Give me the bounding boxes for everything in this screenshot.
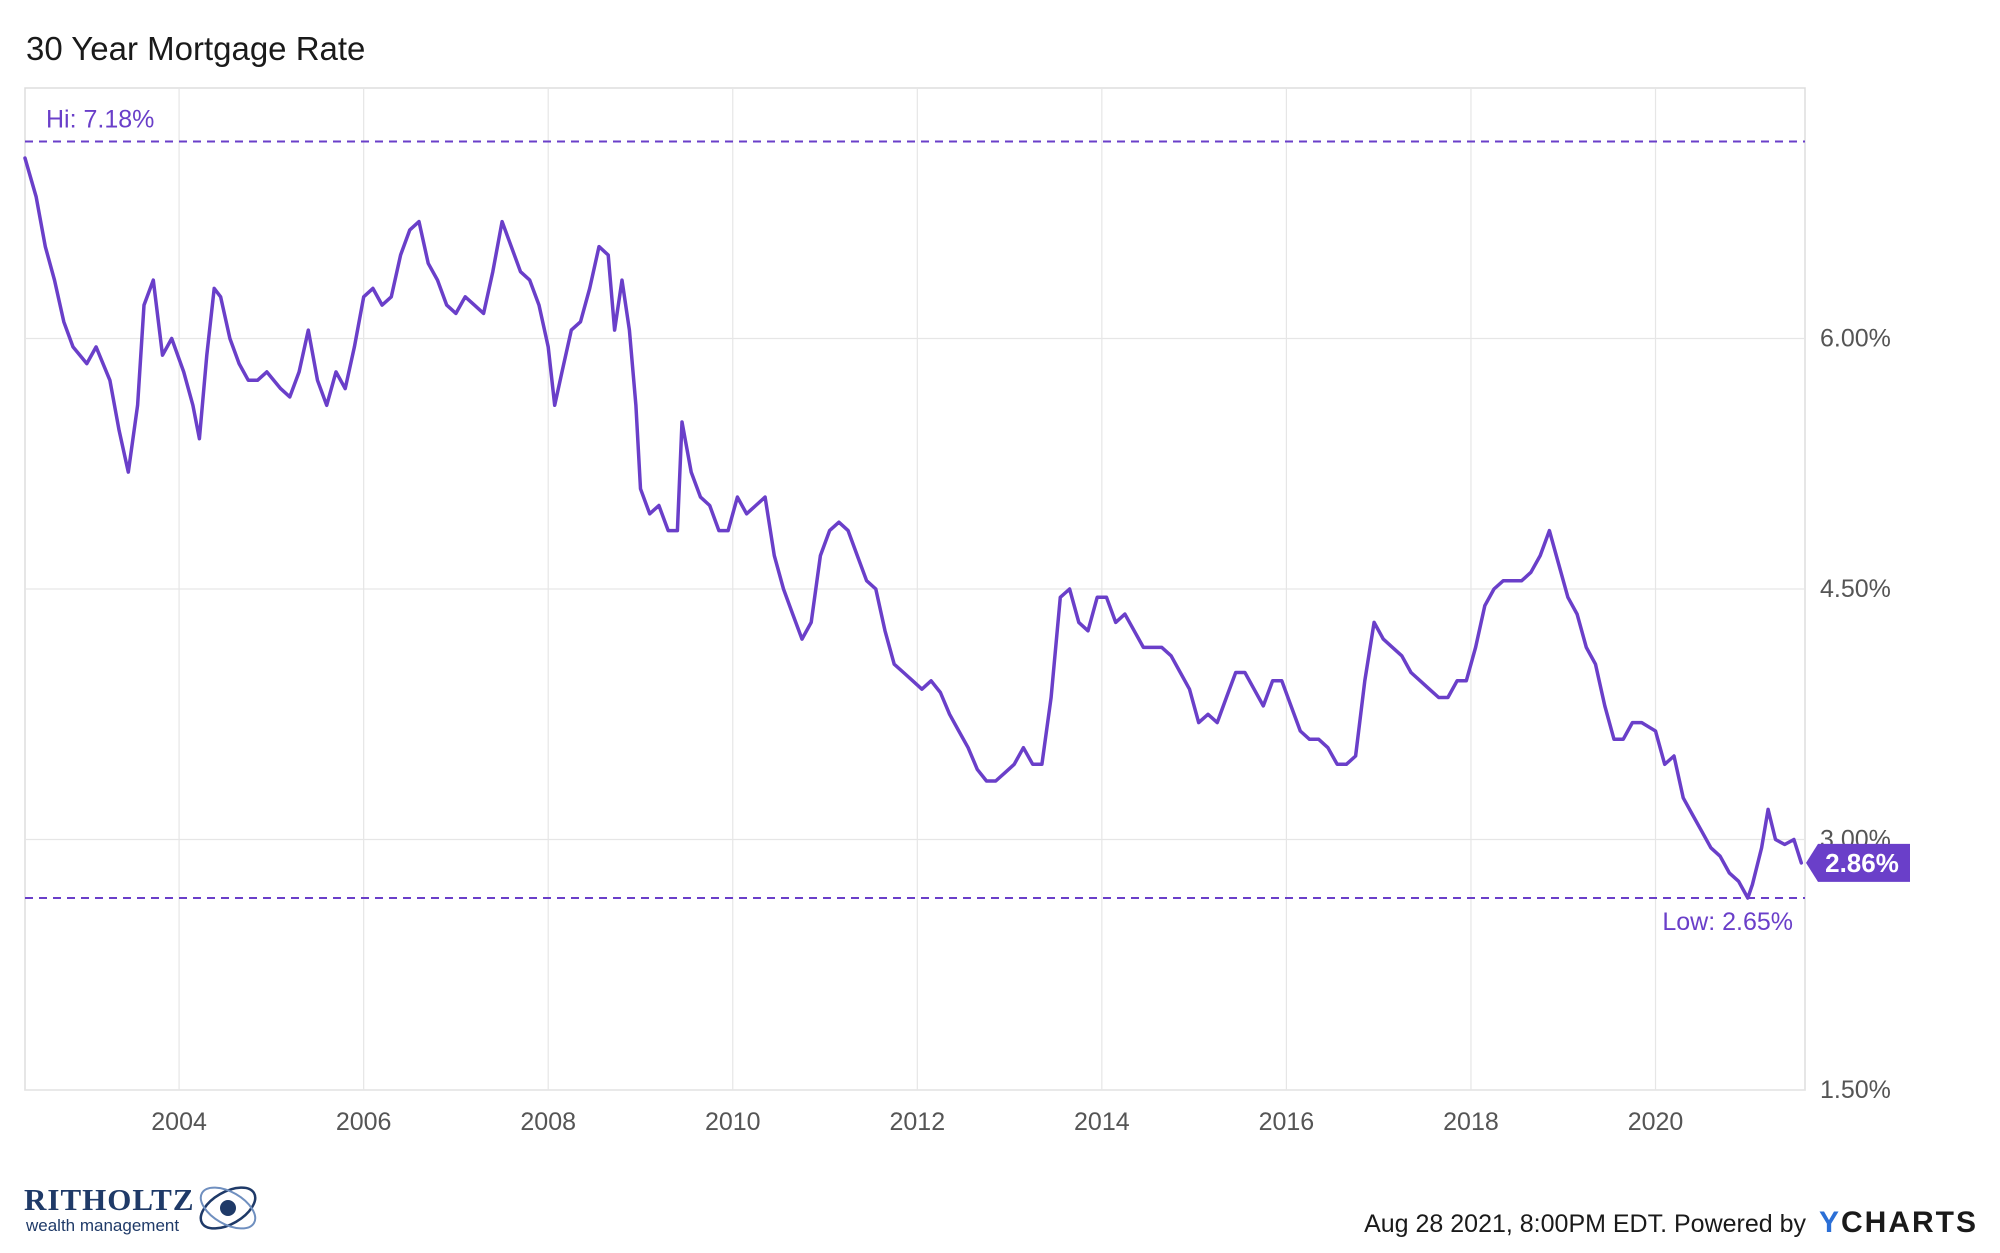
brand-tagline: wealth management bbox=[26, 1216, 180, 1235]
x-tick-label: 2014 bbox=[1074, 1108, 1130, 1136]
chart-title: 30 Year Mortgage Rate bbox=[26, 30, 366, 67]
ycharts-y: Y bbox=[1818, 1206, 1841, 1239]
high-reference-label: Hi: 7.18% bbox=[46, 105, 154, 133]
y-tick-label: 4.50% bbox=[1820, 575, 1891, 603]
x-tick-label: 2018 bbox=[1443, 1108, 1499, 1136]
last-value-badge bbox=[1806, 843, 1910, 882]
x-tick-label: 2016 bbox=[1259, 1108, 1315, 1136]
x-tick-label: 2010 bbox=[705, 1108, 761, 1136]
x-tick-label: 2012 bbox=[889, 1108, 945, 1136]
brand-name: RITHOLTZ bbox=[24, 1182, 195, 1217]
ycharts-wordmark: CHARTS bbox=[1841, 1206, 1978, 1239]
x-tick-label: 2020 bbox=[1628, 1108, 1684, 1136]
ritholtz-emblem-icon bbox=[199, 1186, 257, 1230]
x-tick-label: 2004 bbox=[151, 1108, 207, 1136]
credit-text: Aug 28 2021, 8:00PM EDT. Powered by bbox=[1364, 1210, 1807, 1238]
x-tick-label: 2006 bbox=[336, 1108, 392, 1136]
footer-credit: Aug 28 2021, 8:00PM EDT. Powered by YCHA… bbox=[1364, 1206, 1978, 1240]
series-line-mortgage-rate bbox=[23, 156, 1804, 900]
x-tick-label: 2008 bbox=[520, 1108, 576, 1136]
last-value-label: 2.86% bbox=[1825, 848, 1899, 878]
low-reference-label: Low: 2.65% bbox=[1662, 908, 1793, 936]
ycharts-logo[interactable]: YCHARTS bbox=[1819, 1206, 1978, 1239]
ritholtz-logo: RITHOLTZ wealth management bbox=[24, 1178, 264, 1240]
y-tick-label: 6.00% bbox=[1820, 325, 1891, 353]
y-tick-label: 1.50% bbox=[1820, 1076, 1891, 1104]
